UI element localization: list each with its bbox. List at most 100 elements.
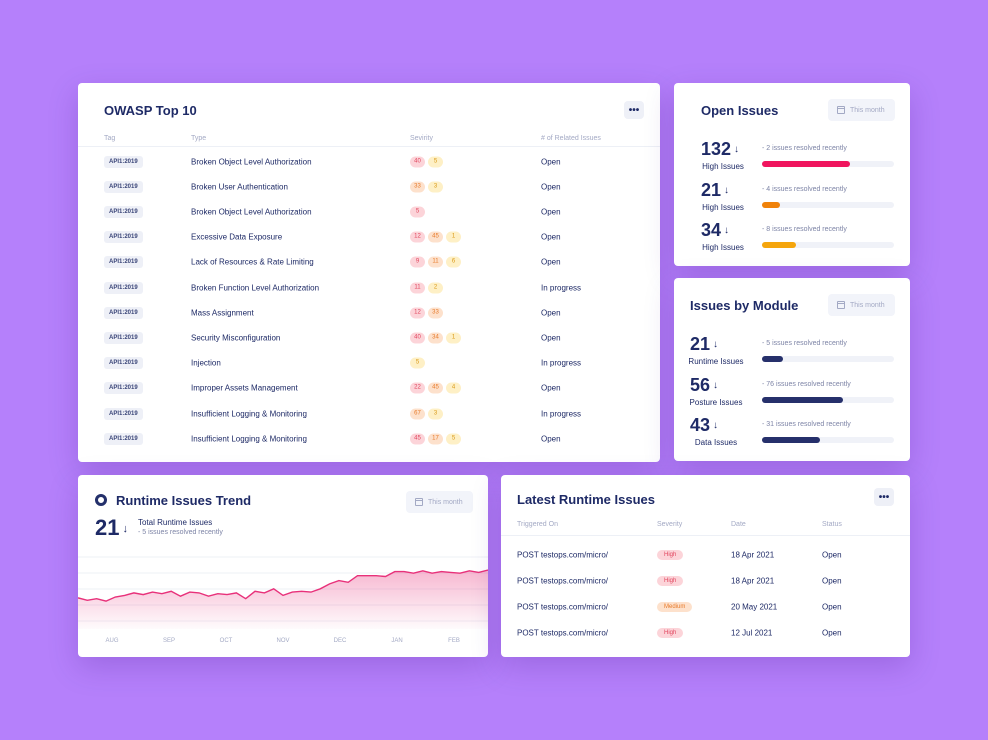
trend-area — [78, 570, 488, 629]
metric-label: High Issues — [702, 162, 744, 171]
tag-pill: API1:2019 — [104, 407, 143, 420]
table-row[interactable]: POST testops.com/micro/High 12 Jul 2021 Op… — [501, 620, 910, 646]
triggered-on-cell: POST testops.com/micro/ — [517, 550, 608, 560]
table-row[interactable]: API1:2019 Improper Assets Management 22 45 4… — [78, 376, 660, 401]
severity-badge-critical: 12 — [410, 231, 425, 243]
progress-fill — [762, 161, 851, 167]
x-tick-label: OCT — [220, 638, 233, 644]
metric-row: 56 ↓ Posture Issues - 76 issues resolved re… — [674, 375, 910, 415]
col-type: Type — [191, 135, 207, 142]
severity-cell: 33 3 — [410, 181, 443, 193]
severity-badge-medium: 3 — [428, 181, 443, 193]
table-row[interactable]: API1:2019 Insufficient Logging & Monitori… — [78, 401, 660, 426]
col-tag: Tag — [104, 135, 116, 142]
severity-badge-medium: 2 — [428, 282, 443, 293]
table-row[interactable]: API1:2019 Excessive Data Exposure 12 45 1 Ope… — [78, 225, 660, 250]
metric-note: - 31 issues resolved recently — [762, 421, 851, 428]
down-arrow-icon: ↓ — [713, 339, 719, 350]
col-severity: Severity — [657, 521, 683, 528]
tag-pill: API1:2019 — [104, 357, 143, 370]
col-severity: Sevirity — [410, 135, 433, 142]
tag-pill: API1:2019 — [104, 180, 143, 193]
metric-count-value: 132 — [701, 139, 732, 159]
table-row[interactable]: API1:2019 Broken Object Level Authorizati… — [78, 149, 660, 174]
trend-title: Runtime Issues Trend — [116, 493, 252, 508]
severity-cell: 40 5 — [410, 156, 443, 167]
severity-badge-critical: 22 — [410, 382, 425, 394]
table-row[interactable]: POST testops.com/micro/High 18 Apr 2021 Op… — [501, 568, 910, 594]
severity-badge-high: High — [657, 550, 684, 560]
col-related: # of Related Issues — [541, 135, 601, 142]
trend-period-button[interactable]: This month — [406, 491, 473, 513]
x-tick-label: NOV — [276, 638, 289, 644]
date-cell: 18 Apr 2021 — [731, 550, 775, 560]
progress-track — [762, 396, 894, 403]
type-cell: Injection — [191, 358, 221, 368]
down-arrow-icon: ↓ — [724, 184, 730, 196]
owasp-title: OWASP Top 10 — [104, 103, 197, 118]
down-arrow-icon: ↓ — [122, 523, 128, 535]
calendar-icon — [837, 301, 845, 309]
latest-runtime-more-button[interactable]: ••• — [874, 488, 894, 506]
triggered-on-cell: POST testops.com/micro/ — [517, 602, 608, 612]
tag-pill: API1:2019 — [104, 331, 143, 344]
open-issues-title: Open Issues — [701, 103, 779, 118]
table-row[interactable]: API1:2019 Broken Function Level Authoriza… — [78, 275, 660, 300]
tag-pill: API1:2019 — [104, 281, 143, 294]
severity-badge-high: 45 — [428, 382, 443, 394]
severity-badge-high: 33 — [428, 307, 443, 319]
table-row[interactable]: API1:2019 Injection 5 In progress — [78, 351, 660, 376]
type-cell: Improper Assets Management — [191, 383, 298, 393]
table-row[interactable]: POST testops.com/micro/Medium 20 May 2021… — [501, 594, 910, 620]
severity-cell: 5 — [410, 357, 425, 369]
down-arrow-icon: ↓ — [713, 420, 719, 431]
module-period-button[interactable]: This month — [828, 294, 895, 316]
severity-badge-high: High — [657, 576, 684, 586]
severity-cell: 9 11 6 — [410, 256, 461, 268]
table-row[interactable]: API1:2019 Mass Assignment 12 33 Open — [78, 300, 660, 325]
x-tick-label: SEP — [163, 638, 175, 644]
latest-runtime-card: Latest Runtime Issues ••• Triggered On S… — [501, 475, 910, 657]
divider — [78, 146, 660, 147]
table-row[interactable]: API1:2019 Security Misconfiguration 40 34 1 O… — [78, 325, 660, 350]
metric-note: - 8 issues resolved recently — [762, 226, 847, 233]
metric-label: Runtime Issues — [688, 357, 744, 366]
period-label: This month — [850, 106, 885, 114]
col-triggered: Triggered On — [517, 521, 558, 528]
owasp-top10-card: OWASP Top 10 ••• Tag Type Sevirity # of … — [78, 83, 660, 462]
status-cell: Open — [822, 628, 842, 638]
severity-badge-high: 33 — [410, 181, 425, 193]
runtime-trend-chart: AUG SEP OCT NOV DEC JAN FEB — [78, 556, 488, 644]
type-cell: Broken User Authentication — [191, 182, 288, 192]
table-row[interactable]: POST testops.com/micro/High 18 Apr 2021 Op… — [501, 542, 910, 568]
progress-fill — [762, 396, 843, 403]
progress-track — [762, 161, 894, 167]
table-row[interactable]: API1:2019 Broken User Authentication 33 3 Op… — [78, 174, 660, 199]
severity-badge-critical: 12 — [410, 307, 425, 319]
severity-badge-medium: 5 — [446, 433, 461, 445]
metric-row: 43 ↓ Data Issues - 31 issues resolved recen… — [674, 415, 910, 455]
status-cell: Open — [822, 550, 842, 560]
table-row[interactable]: API1:2019 Lack of Resources & Rate Limiti… — [78, 250, 660, 275]
severity-badge-high: 34 — [428, 332, 443, 344]
owasp-more-button[interactable]: ••• — [624, 101, 644, 119]
metric-count: 21 ↓ — [690, 334, 718, 355]
status-cell: Open — [541, 257, 561, 267]
table-row[interactable]: API1:2019 Broken Object Level Authorizati… — [78, 199, 660, 224]
severity-badge-high: High — [657, 628, 684, 638]
severity-cell: 40 34 1 — [410, 332, 461, 344]
issues-by-module-title: Issues by Module — [690, 298, 799, 313]
severity-badge-high: 17 — [428, 433, 443, 445]
open-issues-period-button[interactable]: This month — [828, 99, 895, 121]
triggered-on-cell: POST testops.com/micro/ — [517, 576, 608, 586]
down-arrow-icon: ↓ — [734, 144, 740, 155]
type-cell: Broken Object Level Authorization — [191, 207, 312, 217]
table-row[interactable]: API1:2019 Insufficient Logging & Monitori… — [78, 426, 660, 451]
metric-count-value: 56 — [690, 374, 711, 395]
metric-count-value: 34 — [701, 220, 722, 240]
progress-track — [762, 201, 894, 208]
severity-badge-medium: 3 — [428, 408, 443, 419]
x-tick-label: DEC — [334, 638, 347, 644]
severity-cell: 67 3 — [410, 408, 443, 419]
metric-count: 34 ↓ — [701, 220, 729, 241]
